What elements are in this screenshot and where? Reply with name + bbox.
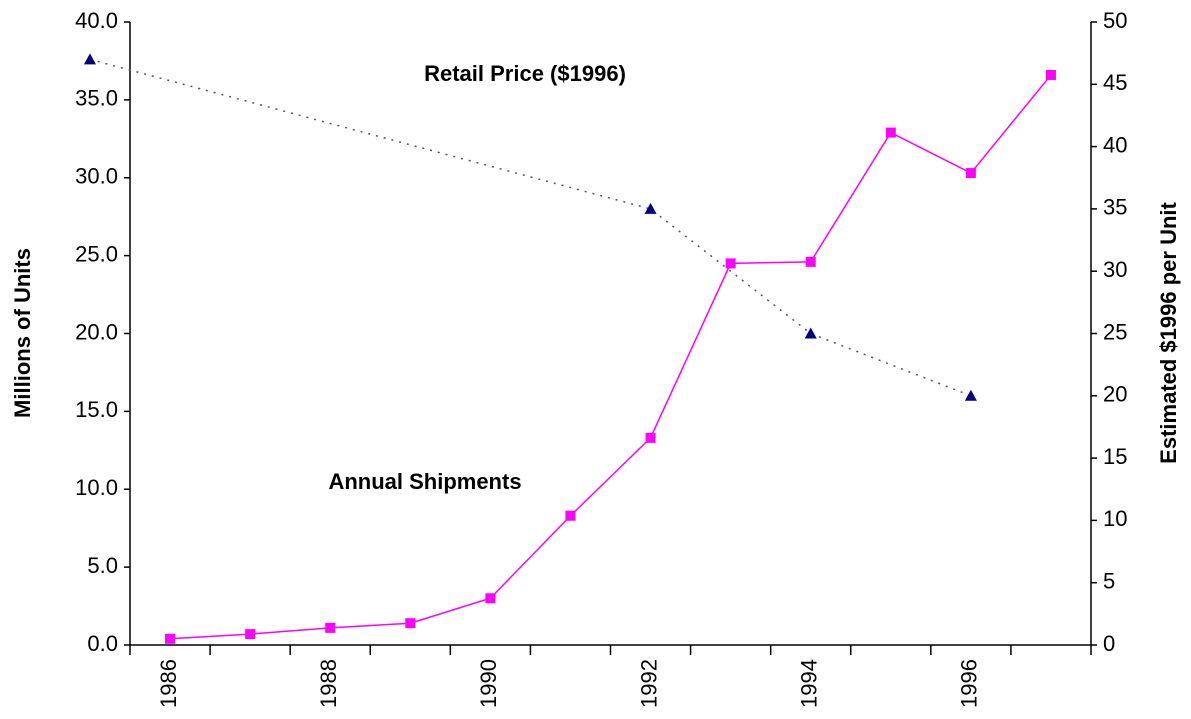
marker xyxy=(645,432,656,443)
marker xyxy=(405,618,416,629)
marker xyxy=(245,629,256,640)
marker xyxy=(1045,69,1056,80)
marker xyxy=(805,256,816,267)
series-line xyxy=(169,74,1052,640)
series-label: Annual Shipments xyxy=(328,469,521,494)
y2-tick-label: 25 xyxy=(1103,319,1127,344)
marker xyxy=(644,202,657,214)
y-tick-label: 10.0 xyxy=(75,475,118,500)
x-tick-label: 1994 xyxy=(797,659,822,708)
y2-tick-label: 40 xyxy=(1103,132,1127,157)
y2-tick-label: 45 xyxy=(1103,70,1127,95)
marker xyxy=(165,633,176,644)
y2-tick-label: 10 xyxy=(1103,506,1127,531)
y2-tick-label: 15 xyxy=(1103,444,1127,469)
marker xyxy=(965,168,976,179)
x-tick-label: 1992 xyxy=(636,659,661,708)
series-label: Retail Price ($1996) xyxy=(424,61,626,86)
y-tick-label: 20.0 xyxy=(75,319,118,344)
marker xyxy=(83,53,96,65)
y-tick-label: 25.0 xyxy=(75,241,118,266)
y2-tick-label: 30 xyxy=(1103,257,1127,282)
y-tick-label: 5.0 xyxy=(87,553,118,578)
y-tick-label: 15.0 xyxy=(75,397,118,422)
series-line xyxy=(89,58,972,397)
marker xyxy=(964,389,977,401)
y-tick-label: 35.0 xyxy=(75,86,118,111)
marker xyxy=(885,127,896,138)
x-tick-label: 1986 xyxy=(156,659,181,708)
marker xyxy=(804,327,817,339)
y2-tick-label: 50 xyxy=(1103,8,1127,33)
y2-tick-label: 35 xyxy=(1103,195,1127,220)
y2-tick-label: 20 xyxy=(1103,382,1127,407)
y2-axis-title: Estimated $1996 per Unit xyxy=(1156,202,1181,464)
marker xyxy=(485,593,496,604)
x-tick-label: 1996 xyxy=(957,659,982,708)
y-tick-label: 0.0 xyxy=(87,631,118,656)
marker xyxy=(565,510,576,521)
y-axis-title: Millions of Units xyxy=(10,248,35,418)
x-tick-label: 1990 xyxy=(476,659,501,708)
x-tick-label: 1988 xyxy=(316,659,341,708)
y2-tick-label: 0 xyxy=(1103,631,1115,656)
marker xyxy=(325,622,336,633)
marker xyxy=(725,258,736,269)
y-tick-label: 40.0 xyxy=(75,8,118,33)
y-tick-label: 30.0 xyxy=(75,164,118,189)
y2-tick-label: 5 xyxy=(1103,569,1115,594)
